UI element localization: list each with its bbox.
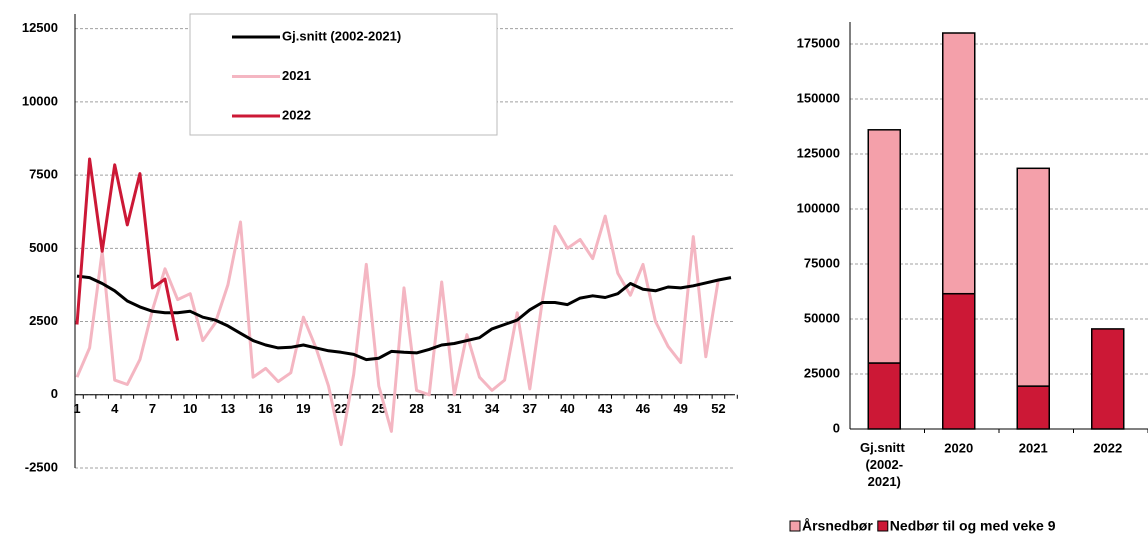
x-tick-label: 2021 bbox=[1019, 440, 1048, 455]
x-tick-label: 52 bbox=[711, 401, 725, 416]
x-tick-label: 34 bbox=[485, 401, 500, 416]
x-tick-label: 49 bbox=[673, 401, 687, 416]
series-line bbox=[75, 214, 720, 447]
y-tick-label: 7500 bbox=[29, 167, 58, 182]
x-tick-label: 43 bbox=[598, 401, 612, 416]
x-tick-label: 31 bbox=[447, 401, 461, 416]
legend-label: Gj.snitt (2002-2021) bbox=[282, 28, 401, 43]
y-tick-label: 175000 bbox=[797, 35, 840, 50]
x-tick-label: 7 bbox=[149, 401, 156, 416]
y-tick-label: 10000 bbox=[22, 93, 58, 108]
bar-segment bbox=[942, 32, 976, 295]
bar-segment bbox=[867, 362, 901, 430]
legend-swatch bbox=[877, 520, 889, 532]
series-line bbox=[75, 157, 180, 341]
x-tick-label: 16 bbox=[258, 401, 272, 416]
y-tick-label: 0 bbox=[833, 420, 840, 435]
bar-segment bbox=[867, 129, 901, 364]
legend-label: 2022 bbox=[282, 107, 311, 122]
y-tick-label: 50000 bbox=[804, 310, 840, 325]
y-tick-label: 5000 bbox=[29, 240, 58, 255]
bar-segment bbox=[1091, 328, 1125, 430]
y-tick-label: 125000 bbox=[797, 145, 840, 160]
x-tick-label: 40 bbox=[560, 401, 574, 416]
y-tick-label: 0 bbox=[51, 386, 58, 401]
x-tick-label: Gj.snitt (2002-2021) bbox=[860, 440, 908, 489]
y-tick-label: 75000 bbox=[804, 255, 840, 270]
x-tick-label: 22 bbox=[334, 401, 348, 416]
y-tick-label: 2500 bbox=[29, 313, 58, 328]
x-tick-label: 2020 bbox=[944, 440, 973, 455]
y-tick-label: -2500 bbox=[25, 459, 58, 474]
x-tick-label: 28 bbox=[409, 401, 423, 416]
x-tick-label: 25 bbox=[372, 401, 386, 416]
x-tick-label: 13 bbox=[221, 401, 235, 416]
y-tick-label: 25000 bbox=[804, 365, 840, 380]
x-tick-label: 2022 bbox=[1093, 440, 1122, 455]
x-tick-label: 10 bbox=[183, 401, 197, 416]
legend-swatch bbox=[789, 520, 801, 532]
x-tick-label: 1 bbox=[73, 401, 80, 416]
legend-label: Årsnedbør bbox=[802, 518, 873, 534]
x-tick-label: 19 bbox=[296, 401, 310, 416]
bar-segment bbox=[1016, 167, 1050, 387]
legend-label: Nedbør til og med veke 9 bbox=[890, 518, 1056, 534]
bar-segment bbox=[1016, 385, 1050, 430]
y-tick-label: 100000 bbox=[797, 200, 840, 215]
x-tick-label: 37 bbox=[523, 401, 537, 416]
y-tick-label: 12500 bbox=[22, 20, 58, 35]
y-tick-label: 150000 bbox=[797, 90, 840, 105]
x-tick-label: 4 bbox=[111, 401, 119, 416]
bar-segment bbox=[942, 292, 976, 430]
series-line bbox=[76, 274, 732, 362]
legend-label: 2021 bbox=[282, 68, 311, 83]
x-tick-label: 46 bbox=[636, 401, 650, 416]
